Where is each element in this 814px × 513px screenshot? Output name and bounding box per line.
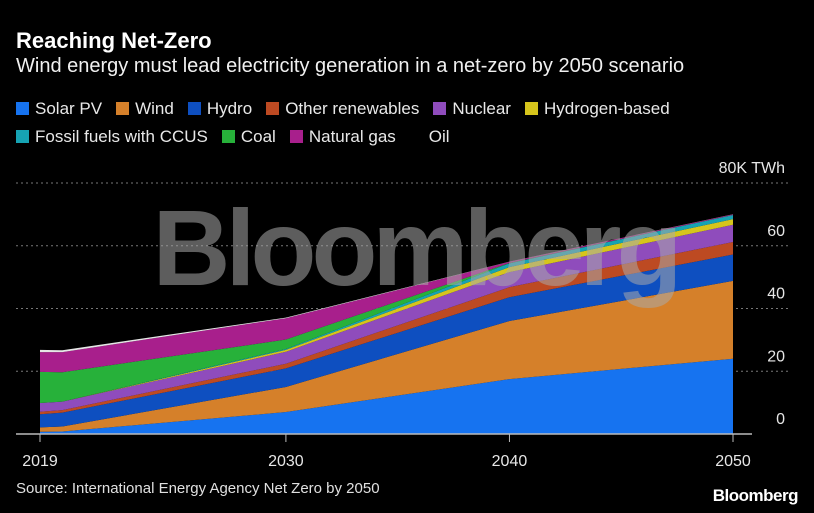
- legend-swatch: [187, 102, 201, 115]
- legend-label: Oil: [428, 127, 450, 146]
- legend-label: Natural gas: [308, 127, 396, 146]
- legend-item: Natural gas: [289, 123, 396, 151]
- legend-item: Nuclear: [433, 95, 511, 123]
- legend-item: Coal: [221, 123, 276, 151]
- legend-swatch: [116, 102, 130, 115]
- x-tick-label: 2030: [268, 453, 304, 470]
- legend-label: Other renewables: [285, 99, 420, 118]
- area-coal: [40, 215, 733, 403]
- legend-swatch: [524, 102, 538, 115]
- legend-item: Fossil fuels with CCUS: [16, 123, 208, 151]
- bloomberg-logo: Bloomberg: [712, 486, 799, 505]
- area-hydrogen-based: [40, 219, 733, 403]
- legend-swatch: [409, 130, 423, 143]
- legend-item: Hydrogen-based: [524, 95, 670, 123]
- legend-item: Other renewables: [266, 95, 419, 123]
- area-nuclear: [40, 224, 733, 412]
- legend-label: Coal: [240, 127, 276, 146]
- legend-label: Solar PV: [35, 99, 103, 118]
- y-tick-label: 0: [776, 411, 785, 428]
- y-tick-label: 80K TWh: [719, 160, 785, 177]
- legend-item: Hydro: [187, 95, 253, 123]
- x-tick-label: 2019: [22, 453, 58, 470]
- legend-item: Oil: [409, 123, 450, 151]
- area-fossil-fuels-with-ccus: [40, 215, 733, 403]
- y-tick-label: 40: [767, 286, 785, 303]
- area-hydro: [40, 254, 733, 428]
- area-wind: [40, 280, 733, 432]
- legend-item: Solar PV: [16, 95, 102, 123]
- x-tick-label: 2050: [715, 453, 751, 470]
- area-other-renewables: [40, 241, 733, 415]
- legend-item: Wind: [116, 95, 174, 123]
- chart-subtitle: Wind energy must lead electricity genera…: [16, 55, 685, 77]
- legend-label: Nuclear: [452, 99, 511, 118]
- legend-swatch: [289, 130, 303, 143]
- legend-label: Hydrogen-based: [543, 99, 670, 118]
- legend-swatch: [221, 130, 235, 143]
- area-natural-gas: [40, 214, 733, 373]
- x-tick-label: 2040: [492, 453, 528, 470]
- bloomberg-watermark: Bloomberg: [152, 187, 677, 308]
- y-tick-label: 20: [767, 348, 785, 365]
- legend: Solar PV Wind Hydro Other renewables Nuclear…: [16, 95, 806, 151]
- legend-swatch: [433, 102, 447, 115]
- legend-label: Wind: [135, 99, 174, 118]
- legend-swatch: [16, 130, 29, 143]
- chart-title: Reaching Net-Zero: [16, 28, 212, 53]
- legend-swatch: [16, 102, 29, 115]
- y-tick-label: 60: [767, 223, 785, 240]
- source-note: Source: International Energy Agency Net …: [16, 480, 380, 497]
- legend-label: Hydro: [206, 99, 253, 118]
- legend-label: Fossil fuels with CCUS: [35, 127, 208, 146]
- legend-swatch: [266, 102, 280, 115]
- area-solar-pv: [40, 358, 733, 434]
